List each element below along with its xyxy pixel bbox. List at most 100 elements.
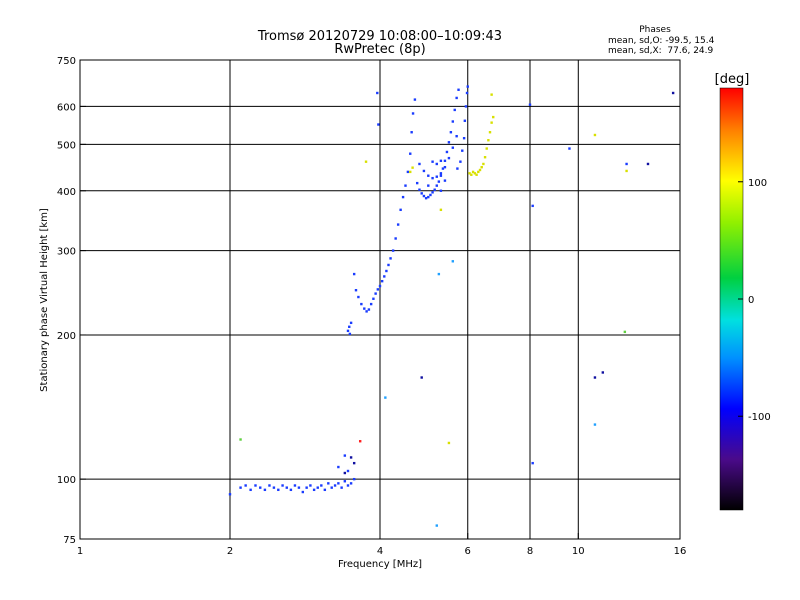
chart-title: Tromsø 20120729 10:08:00–10:09:43 xyxy=(257,29,502,44)
data-point xyxy=(461,149,464,152)
data-point xyxy=(277,488,280,492)
data-point xyxy=(443,159,447,162)
data-point xyxy=(427,184,430,187)
data-point xyxy=(384,396,387,399)
data-point xyxy=(457,88,460,91)
data-point xyxy=(475,173,478,176)
data-point xyxy=(239,486,242,489)
data-point xyxy=(394,237,397,240)
colorbar-ticks: 100 0 -100 xyxy=(738,178,771,423)
y-tick-label: 75 xyxy=(63,535,76,546)
stats-heading: Phases xyxy=(639,25,671,35)
data-point xyxy=(357,295,360,299)
data-point xyxy=(625,162,628,166)
data-point xyxy=(387,263,390,267)
data-point xyxy=(625,169,628,173)
data-point xyxy=(447,441,451,445)
data-point xyxy=(478,168,482,172)
data-point xyxy=(671,91,675,95)
data-point xyxy=(354,289,358,292)
data-point xyxy=(401,195,405,199)
data-point xyxy=(593,376,597,379)
data-point xyxy=(348,332,352,336)
data-point xyxy=(462,136,466,140)
data-point xyxy=(415,181,419,185)
data-point xyxy=(433,188,436,191)
data-point xyxy=(228,493,232,496)
data-point xyxy=(420,192,423,195)
data-point xyxy=(316,486,319,489)
data-point xyxy=(340,486,343,489)
data-point xyxy=(346,484,350,487)
data-point xyxy=(623,330,627,334)
data-point xyxy=(431,191,434,194)
data-point xyxy=(437,180,441,183)
y-tick-label: 600 xyxy=(57,102,76,113)
data-point xyxy=(377,123,380,126)
data-point xyxy=(593,133,597,137)
data-point xyxy=(420,376,423,379)
data-point xyxy=(456,167,459,170)
y-tick-label: 750 xyxy=(57,56,76,67)
data-point xyxy=(323,488,327,492)
data-point xyxy=(285,486,288,489)
data-point xyxy=(410,131,413,134)
x-tick-label: 2 xyxy=(227,546,233,557)
data-point xyxy=(429,193,432,197)
data-point xyxy=(490,93,493,96)
data-point xyxy=(431,160,434,163)
x-tick-label: 6 xyxy=(465,546,471,557)
data-point xyxy=(330,486,333,489)
data-point xyxy=(424,196,428,200)
data-point xyxy=(531,204,534,208)
data-point xyxy=(451,146,455,149)
data-point xyxy=(378,284,382,288)
x-axis-label: Frequency [MHz] xyxy=(338,559,422,570)
data-point xyxy=(443,165,447,169)
data-point xyxy=(352,477,356,481)
x-tick-label: 1 xyxy=(77,546,83,557)
data-point xyxy=(312,488,316,492)
data-point xyxy=(346,329,350,333)
data-point xyxy=(473,172,477,175)
data-point xyxy=(374,292,377,295)
data-point xyxy=(367,308,371,311)
data-point xyxy=(406,170,410,174)
colorbar-label: [deg] xyxy=(715,72,750,87)
data-point xyxy=(352,272,356,276)
data-point xyxy=(320,484,323,487)
data-point xyxy=(327,482,330,485)
data-point xyxy=(427,195,430,199)
colorbar-tick-label: 100 xyxy=(748,178,767,189)
data-point xyxy=(422,169,426,173)
x-tick-label: 4 xyxy=(377,546,383,557)
data-point xyxy=(445,150,449,154)
data-point xyxy=(411,166,414,169)
colorbar-tick-label: -100 xyxy=(748,412,771,423)
data-point xyxy=(404,184,407,187)
data-point xyxy=(418,162,421,166)
data-point xyxy=(360,302,363,306)
data-point xyxy=(468,172,471,175)
grid-lines xyxy=(79,59,681,540)
data-point xyxy=(463,119,467,122)
stats-line-o: mean, sd,O: -99.5, 15.4 xyxy=(608,36,715,46)
data-point xyxy=(409,170,412,174)
data-point xyxy=(439,172,443,175)
data-point xyxy=(490,121,493,124)
data-point xyxy=(239,438,242,441)
data-point xyxy=(263,488,267,492)
y-tick-label: 300 xyxy=(57,247,76,258)
data-point xyxy=(349,321,353,325)
data-point xyxy=(409,152,412,155)
data-point xyxy=(447,156,451,160)
data-point xyxy=(435,175,438,178)
data-point xyxy=(470,173,473,176)
data-point xyxy=(305,486,308,489)
data-point xyxy=(441,167,445,170)
data-point xyxy=(383,275,386,278)
data-point xyxy=(358,440,362,443)
data-point xyxy=(301,490,305,494)
data-point xyxy=(365,310,368,313)
data-point xyxy=(293,484,297,487)
